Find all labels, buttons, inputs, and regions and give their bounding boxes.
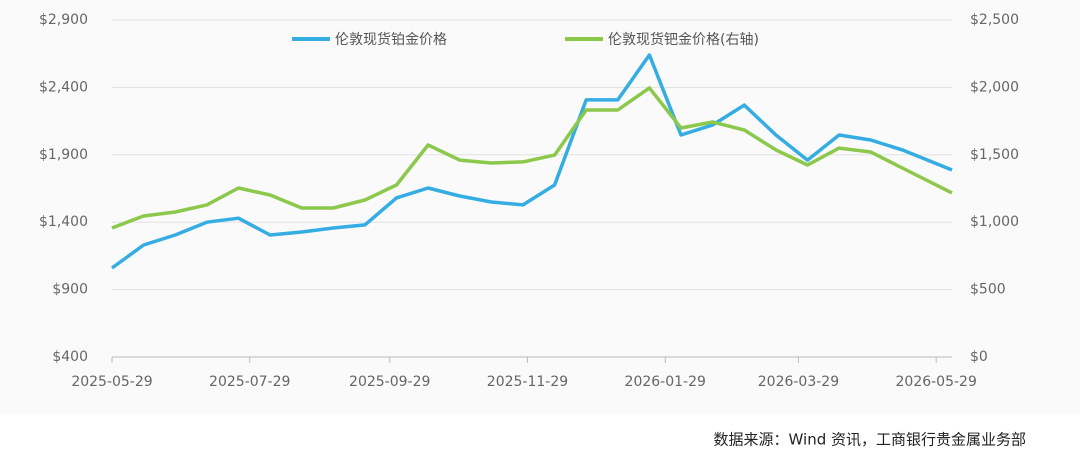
y-tick-label: $900 (52, 282, 88, 298)
legend-label: 伦敦现货钯金价格(右轴) (608, 31, 759, 48)
y2-tick-label: $0 (970, 349, 988, 365)
x-tick-label: 2025-05-29 (71, 374, 152, 390)
y2-tick-label: $1,500 (970, 147, 1019, 163)
y-tick-label: $400 (52, 349, 88, 365)
x-tick-label: 2026-05-29 (896, 374, 977, 390)
plot-background (0, 0, 1080, 414)
x-tick-label: 2025-07-29 (209, 374, 290, 390)
y-tick-label: $2,400 (39, 79, 88, 95)
y2-tick-label: $2,000 (970, 79, 1019, 95)
y-tick-label: $2,900 (39, 12, 88, 28)
source-note: 数据来源：Wind 资讯，工商银行贵金属业务部 (714, 431, 1026, 449)
data-line (111, 86, 953, 230)
x-tick-label: 2025-09-29 (349, 374, 430, 390)
x-tick-label: 2025-11-29 (487, 374, 568, 390)
data-line (110, 53, 953, 270)
x-tick-label: 2026-01-29 (625, 374, 706, 390)
y2-tick-label: $2,500 (970, 12, 1019, 28)
legend-label: 伦敦现货铂金价格 (335, 31, 447, 48)
y-tick-label: $1,900 (39, 147, 88, 163)
y2-tick-label: $500 (970, 282, 1006, 298)
x-tick-label: 2026-03-29 (758, 374, 839, 390)
y2-tick-label: $1,000 (970, 214, 1019, 230)
y-tick-label: $1,400 (39, 214, 88, 230)
